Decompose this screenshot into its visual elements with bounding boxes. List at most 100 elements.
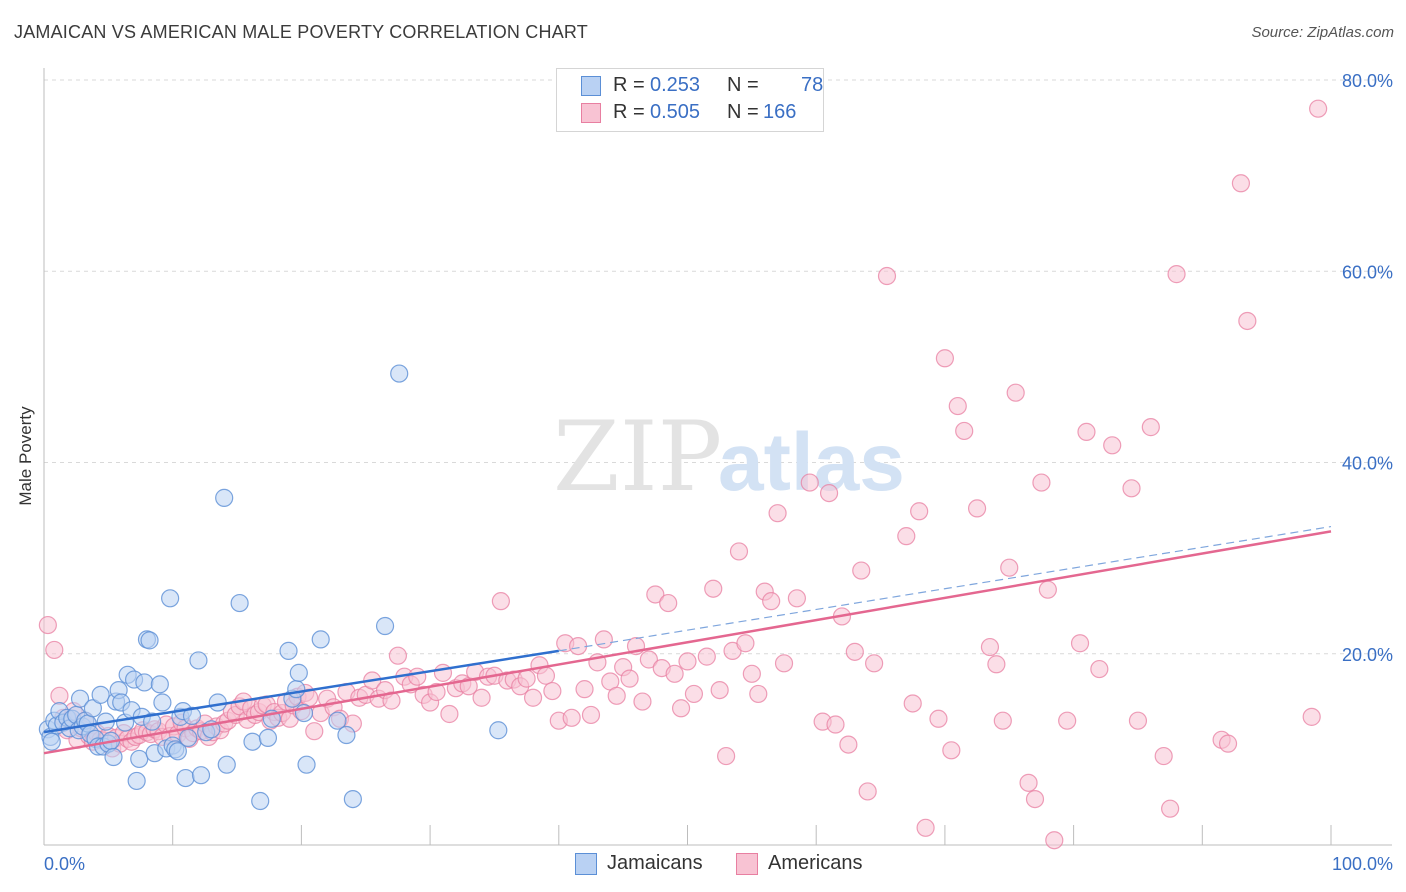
jamaican-point xyxy=(390,364,409,383)
american-point xyxy=(646,585,665,604)
trend-line-jamaicans-extension xyxy=(558,525,1332,652)
tick-labels: 20.0% 40.0% 60.0% 80.0% 0.0% 100.0% xyxy=(44,71,1393,874)
jamaican-point xyxy=(189,651,208,670)
american-point xyxy=(678,652,697,671)
american-point xyxy=(408,667,427,686)
jamaican-point xyxy=(161,589,180,608)
american-point xyxy=(729,542,749,561)
r-value: 0.253 xyxy=(650,74,701,96)
n-value: 166 xyxy=(763,101,797,123)
american-point xyxy=(774,654,794,673)
american-point xyxy=(819,484,839,503)
american-point xyxy=(942,741,961,760)
jamaican-point xyxy=(130,749,149,769)
american-point xyxy=(865,654,884,673)
n-value: 78 xyxy=(801,74,824,96)
jamaican-point xyxy=(140,631,159,650)
american-point xyxy=(684,684,704,704)
american-point xyxy=(1122,479,1141,498)
american-point xyxy=(1302,707,1321,726)
american-point xyxy=(1000,558,1019,577)
jamaican-point xyxy=(176,768,195,788)
jamaican-point xyxy=(91,685,110,704)
american-point xyxy=(935,349,955,368)
american-point xyxy=(388,646,408,665)
americans-swatch xyxy=(581,103,601,123)
n-label: N = xyxy=(727,101,759,123)
grid-lines xyxy=(44,79,1392,655)
jamaican-point xyxy=(328,711,347,730)
american-point xyxy=(671,699,691,718)
y-tick-label-40: 40.0% xyxy=(1342,454,1393,474)
trend-line-americans xyxy=(43,530,1332,755)
jamaican-point xyxy=(135,673,154,692)
american-point xyxy=(800,473,819,492)
american-point xyxy=(1090,659,1109,679)
jamaican-point xyxy=(42,732,61,751)
jamaican-point xyxy=(489,721,508,740)
american-point xyxy=(1058,711,1077,730)
jamaican-point xyxy=(143,712,162,731)
american-point xyxy=(1045,831,1064,850)
y-tick-label-60: 60.0% xyxy=(1342,262,1393,282)
american-point xyxy=(575,680,594,699)
american-point xyxy=(1167,265,1186,284)
american-point xyxy=(433,663,453,682)
american-point xyxy=(659,593,678,613)
american-point xyxy=(581,705,601,725)
american-point xyxy=(826,715,845,734)
source-label: Source: ZipAtlas.com xyxy=(1251,24,1394,41)
trend-lines xyxy=(43,525,1332,755)
american-point xyxy=(1154,746,1173,766)
jamaican-point xyxy=(179,728,198,748)
american-point xyxy=(1161,799,1180,818)
american-point xyxy=(916,818,935,837)
jamaican-point xyxy=(289,663,308,682)
american-point xyxy=(1070,634,1090,653)
american-point xyxy=(948,396,967,416)
jamaican-point xyxy=(287,680,306,699)
jamaican-point xyxy=(191,766,211,785)
american-point xyxy=(845,642,864,661)
american-point xyxy=(1077,422,1096,441)
american-point xyxy=(839,735,858,754)
jamaican-point xyxy=(258,728,278,748)
american-point xyxy=(536,666,556,685)
american-point xyxy=(987,655,1006,674)
american-point xyxy=(1309,99,1328,118)
american-point xyxy=(569,636,588,656)
american-point xyxy=(1019,773,1038,792)
jamaican-point xyxy=(343,789,362,809)
legend-label-jamaicans: Jamaicans xyxy=(607,852,703,874)
legend-swatch-jamaicans xyxy=(575,853,597,875)
jamaican-point xyxy=(297,755,316,774)
american-point xyxy=(704,579,723,598)
jamaican-point xyxy=(182,706,202,726)
r-label: R = xyxy=(613,101,645,123)
stats-box: R = 0.253 N = 78 R = 0.505 N = 166 xyxy=(556,68,824,132)
american-point xyxy=(523,688,543,707)
american-point xyxy=(620,669,639,688)
legend-label-americans: Americans xyxy=(768,852,863,874)
american-point xyxy=(1006,383,1025,402)
american-point xyxy=(427,682,446,702)
american-point xyxy=(607,686,626,705)
jamaican-point xyxy=(251,791,270,811)
american-point xyxy=(562,708,581,727)
watermark-atlas: atlas xyxy=(718,417,905,508)
jamaican-point xyxy=(153,693,172,712)
american-point xyxy=(38,615,57,635)
american-point xyxy=(633,692,652,711)
jamaican-point xyxy=(150,675,169,694)
jamaican-point xyxy=(208,693,227,712)
american-point xyxy=(736,634,755,653)
american-point xyxy=(1032,473,1051,492)
american-point xyxy=(491,592,510,611)
american-point xyxy=(1231,174,1251,193)
n-label: N = xyxy=(727,74,759,96)
american-point xyxy=(50,686,69,705)
american-point xyxy=(858,782,877,801)
american-point xyxy=(710,680,729,700)
jamaican-point xyxy=(279,641,298,660)
